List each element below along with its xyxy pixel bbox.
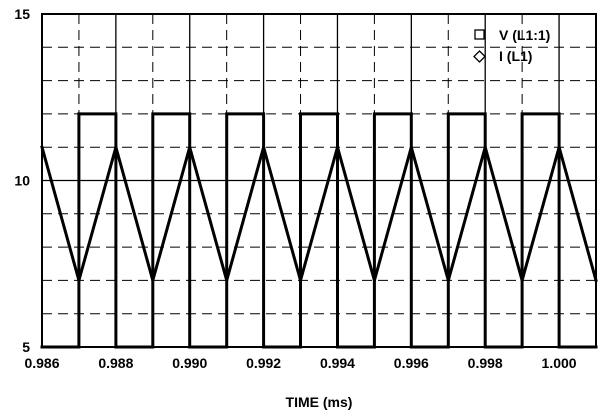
diamond-marker-icon: [473, 50, 486, 63]
x-tick-label: 0.996: [394, 355, 429, 371]
series-line-current: [40, 141, 598, 287]
legend-label-voltage: V (L1:1): [499, 27, 550, 43]
x-tick-label: 0.990: [172, 355, 207, 371]
legend-entry-current: I (L1): [473, 48, 532, 64]
plot-frame: [41, 13, 597, 348]
x-tick-label: 0.986: [24, 355, 59, 371]
y-tick-label: 10: [14, 173, 30, 189]
x-tick-label: 0.992: [246, 355, 281, 371]
legend-label-current: I (L1): [499, 48, 532, 64]
series-line-voltage: [40, 112, 598, 349]
x-axis-label: TIME (ms): [286, 394, 353, 410]
legend-entry-voltage: V (L1:1): [474, 27, 550, 43]
square-marker-icon: [474, 29, 485, 40]
x-tick-label: 1.000: [542, 355, 577, 371]
x-tick-label: 0.988: [98, 355, 133, 371]
x-tick-label: 0.994: [320, 355, 355, 371]
y-tick-label: 15: [14, 6, 30, 22]
x-tick-label: 0.998: [468, 355, 503, 371]
legend: V (L1:1) I (L1): [473, 27, 550, 64]
y-tick-label: 5: [22, 339, 30, 355]
tick-labels: 0.986 0.988 0.990 0.992 0.994 0.996 0.998 1.000…: [14, 6, 576, 371]
series-layer: [40, 112, 598, 349]
